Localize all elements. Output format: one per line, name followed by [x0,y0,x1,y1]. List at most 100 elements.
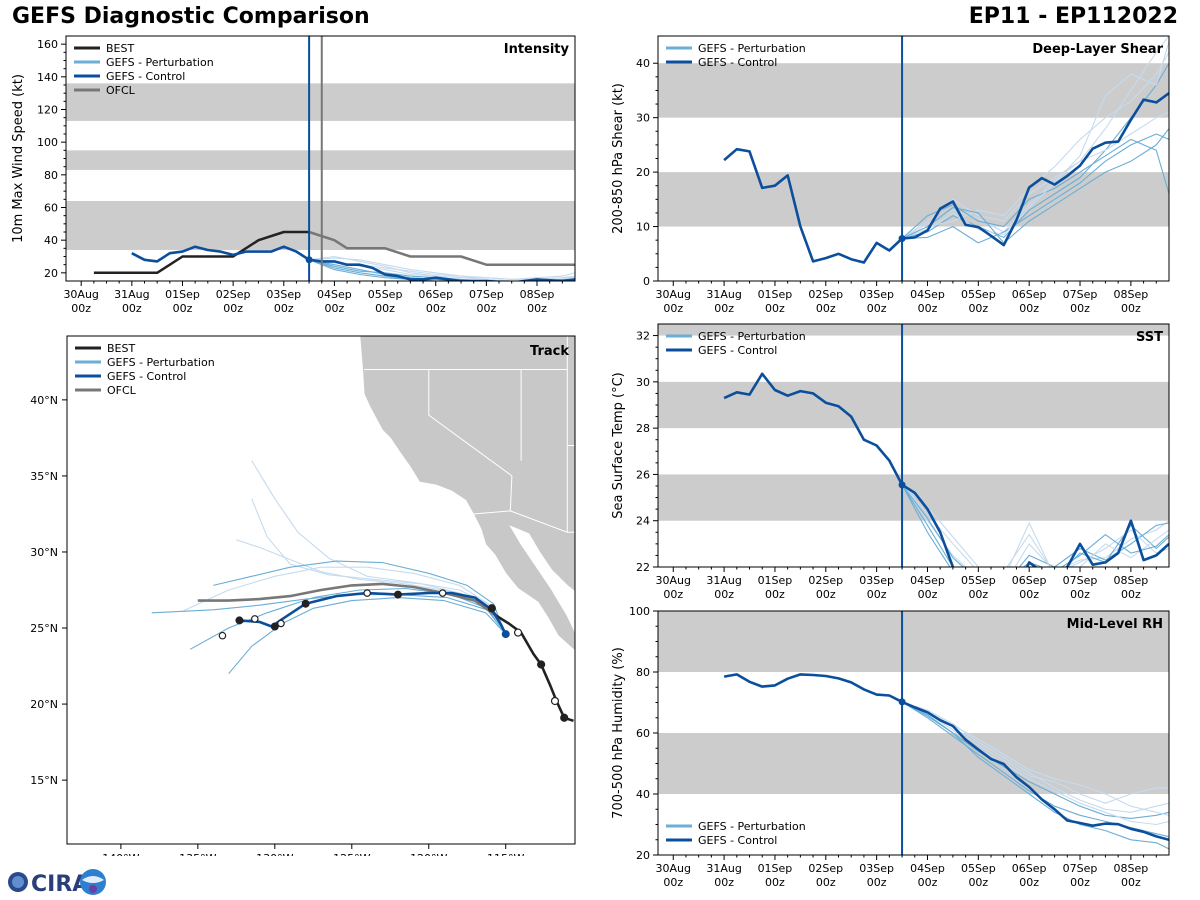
x-tick-label-date: 07Sep [469,288,504,301]
x-tick-label-hour: 00z [122,302,142,315]
x-tick-label-date: 01Sep [758,862,793,875]
x-tick-label-date: 05Sep [961,574,996,587]
control-line [723,372,1169,567]
track-frame [66,335,576,845]
x-tick-label-date: 01Sep [758,574,793,587]
legend-label-control: GEFS - Control [698,834,777,847]
perturbation-line-3 [308,259,575,281]
perturbation-track-0 [182,566,507,635]
y-tick-label: 40 [636,788,650,801]
ofcl-line [308,230,575,266]
control-line [723,673,1169,842]
sst-title: SST [1136,330,1163,345]
x-tick-label-hour: 00z [476,302,496,315]
rh-title: Mid-Level RH [1067,617,1163,632]
perturbation-line-7 [308,259,445,281]
legend-label-perturbation: GEFS - Perturbation [698,820,806,833]
rh-panel: 2040608010030Aug00z31Aug00z01Sep00z02Sep… [611,606,1170,889]
x-tick-label-hour: 00z [816,588,836,601]
state-border-2 [509,475,513,511]
y-tick-label: 60 [636,727,650,740]
perturbation-line-7 [901,128,1169,244]
x-tick-label-date: 06Sep [1012,574,1047,587]
x-tick-label-hour: 00z [663,588,683,601]
intensity-panel: 2040608010012014016030Aug00z31Aug00z01Se… [11,35,576,315]
analysis-point [898,698,906,706]
best-line [93,230,310,275]
x-tick-label-date: 31Aug [706,574,741,587]
shear-title: Deep-Layer Shear [1032,42,1163,57]
best-position-marker-3 [513,628,523,637]
y-tick-label: 24 [636,515,650,528]
x-tick-label-date: 02Sep [216,288,251,301]
control-position-marker-2 [301,599,310,608]
lat-tick-label: 40°N [30,394,58,407]
x-tick-label-hour: 00z [816,876,836,889]
y-tick-label: 160 [37,38,58,51]
x-tick-label-hour: 00z [765,302,785,315]
intensity-title: Intensity [504,42,570,57]
lat-tick-label: 20°N [30,698,58,711]
y-tick-label: 20 [636,166,650,179]
x-tick-label-hour: 00z [1121,876,1141,889]
lat-tick-label: 30°N [30,546,58,559]
y-tick-label: 26 [636,468,650,481]
sst-panel: 22242628303230Aug00z31Aug00z01Sep00z02Se… [611,323,1170,601]
legend-label-perturbation: GEFS - Perturbation [698,42,806,55]
x-tick-label-hour: 00z [714,876,734,889]
legend-label-perturbation: GEFS - Perturbation [106,56,214,69]
x-tick-label-date: 01Sep [758,288,793,301]
x-tick-label-hour: 00z [325,302,345,315]
x-tick-label-hour: 00z [918,302,938,315]
lon-tick-label: 115°W [487,852,524,856]
y-tick-label: 100 [629,606,650,618]
analysis-point [898,235,906,243]
sst-frame [657,323,1170,568]
y-tick-label: 0 [643,275,650,288]
x-tick-label-hour: 00z [71,302,91,315]
lat-tick-label: 15°N [30,774,58,787]
x-tick-label-date: 04Sep [910,288,945,301]
threshold-band-1 [658,611,1169,672]
x-tick-label-hour: 00z [918,588,938,601]
x-tick-label-hour: 00z [867,588,887,601]
intensity-plot: 2040608010012014016030Aug00z31Aug00z01Se… [11,35,576,315]
state-border-3 [473,510,575,533]
lon-tick-label: 130°W [256,852,293,856]
sst-plot-area [658,324,1169,567]
lon-tick-label: 125°W [333,852,370,856]
x-tick-label-date: 08Sep [1113,288,1148,301]
control-position-marker-4 [235,616,244,625]
legend-label-perturbation: GEFS - Perturbation [698,330,806,343]
lon-tick-label: 120°W [410,852,447,856]
x-tick-label-hour: 00z [1121,302,1141,315]
x-tick-label-date: 03Sep [266,288,301,301]
ofcl-position-marker-2 [277,619,285,628]
control-line [723,92,1169,264]
x-tick-label-hour: 00z [968,876,988,889]
cira-logo: CIRA [8,869,106,897]
legend-label-perturbation: GEFS - Perturbation [107,356,215,369]
rh-plot: 2040608010030Aug00z31Aug00z01Sep00z02Sep… [611,606,1170,889]
perturbation-line-2 [901,701,1169,813]
x-tick-label-date: 03Sep [859,862,894,875]
y-tick-label: 10 [636,221,650,234]
x-tick-label-hour: 00z [527,302,547,315]
y-tick-label: 20 [44,267,58,280]
y-tick-label: 60 [44,202,58,215]
y-tick-label: 28 [636,422,650,435]
x-tick-label-date: 04Sep [910,862,945,875]
x-tick-label-hour: 00z [1070,302,1090,315]
x-tick-label-date: 03Sep [859,288,894,301]
x-tick-label-hour: 00z [714,302,734,315]
threshold-band-0 [658,733,1169,794]
ofcl-position-marker-1 [363,589,371,597]
best-position-marker-2 [537,660,546,669]
x-tick-label-date: 30Aug [656,574,691,587]
state-border-1 [428,369,513,477]
y-tick-label: 20 [636,849,650,862]
x-tick-label-hour: 00z [1070,588,1090,601]
lon-tick-label: 135°W [179,852,216,856]
control-position-marker-0 [501,630,510,639]
sst-plot: 22242628303230Aug00z31Aug00z01Sep00z02Se… [611,323,1170,601]
